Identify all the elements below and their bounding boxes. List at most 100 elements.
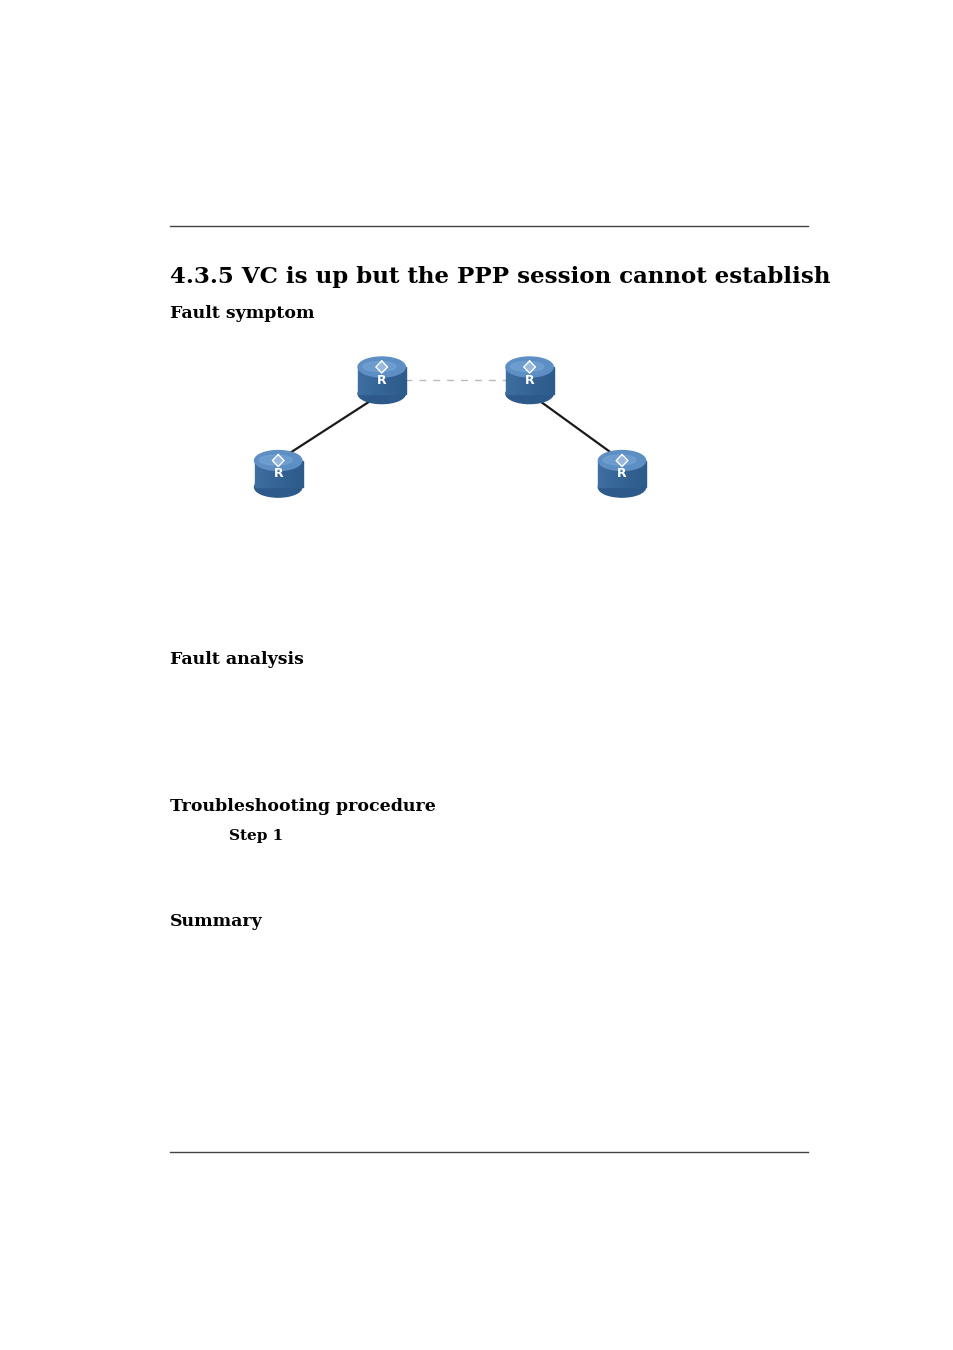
Bar <box>254 460 257 487</box>
Bar <box>508 367 511 394</box>
Bar <box>519 367 522 394</box>
Bar <box>524 367 527 394</box>
Bar <box>522 367 525 394</box>
Bar <box>375 367 377 394</box>
Bar <box>631 460 634 487</box>
Bar <box>548 367 551 394</box>
Bar <box>299 460 302 487</box>
Bar <box>397 367 401 394</box>
Bar <box>391 367 394 394</box>
Ellipse shape <box>505 383 553 404</box>
Bar <box>621 460 624 487</box>
Bar <box>610 460 613 487</box>
Bar <box>288 460 291 487</box>
Bar <box>259 460 262 487</box>
Bar <box>628 460 632 487</box>
Bar <box>357 367 361 394</box>
Bar <box>541 367 544 394</box>
Polygon shape <box>272 455 284 467</box>
Bar <box>290 460 293 487</box>
Bar <box>400 367 403 394</box>
Ellipse shape <box>357 383 405 404</box>
Bar <box>605 460 608 487</box>
Bar <box>615 460 618 487</box>
Bar <box>612 460 615 487</box>
Ellipse shape <box>602 455 636 464</box>
Ellipse shape <box>254 451 301 471</box>
Ellipse shape <box>259 455 293 464</box>
Bar <box>550 367 554 394</box>
Bar <box>376 367 379 394</box>
Bar <box>513 367 516 394</box>
Bar <box>633 460 637 487</box>
Text: R: R <box>274 467 283 481</box>
Bar <box>269 460 272 487</box>
Bar <box>256 460 260 487</box>
Bar <box>636 460 639 487</box>
Bar <box>266 460 269 487</box>
Bar <box>623 460 627 487</box>
Text: Fault analysis: Fault analysis <box>170 651 303 667</box>
Bar <box>642 460 646 487</box>
Bar <box>515 367 518 394</box>
Bar <box>294 460 297 487</box>
Bar <box>280 460 283 487</box>
Bar <box>389 367 392 394</box>
Ellipse shape <box>598 477 645 497</box>
Bar <box>394 367 396 394</box>
Bar <box>264 460 267 487</box>
Text: R: R <box>376 374 386 387</box>
Bar <box>537 367 539 394</box>
Bar <box>545 367 549 394</box>
Bar <box>395 367 398 394</box>
Ellipse shape <box>598 451 645 471</box>
Polygon shape <box>616 455 627 467</box>
Ellipse shape <box>357 356 405 377</box>
Polygon shape <box>523 360 535 373</box>
Bar <box>367 367 370 394</box>
Text: R: R <box>617 467 626 481</box>
Bar <box>538 367 541 394</box>
Bar <box>532 367 535 394</box>
Bar <box>402 367 406 394</box>
Ellipse shape <box>362 362 395 371</box>
Bar <box>285 460 288 487</box>
Bar <box>534 367 537 394</box>
Bar <box>607 460 610 487</box>
Bar <box>293 460 295 487</box>
Bar <box>381 367 384 394</box>
Bar <box>619 460 622 487</box>
Bar <box>626 460 629 487</box>
Text: Troubleshooting procedure: Troubleshooting procedure <box>170 798 435 815</box>
Bar <box>386 367 389 394</box>
Text: R: R <box>524 374 534 387</box>
Bar <box>271 460 274 487</box>
Bar <box>283 460 286 487</box>
Bar <box>598 460 600 487</box>
Text: 4.3.5 VC is up but the PPP session cannot establish: 4.3.5 VC is up but the PPP session canno… <box>170 266 829 288</box>
Ellipse shape <box>510 362 543 371</box>
Bar <box>602 460 605 487</box>
Polygon shape <box>375 360 387 373</box>
Bar <box>529 367 532 394</box>
Bar <box>274 460 276 487</box>
Bar <box>379 367 382 394</box>
Bar <box>640 460 643 487</box>
Bar <box>296 460 300 487</box>
Bar <box>510 367 514 394</box>
Bar <box>365 367 368 394</box>
Ellipse shape <box>505 356 553 377</box>
Bar <box>360 367 363 394</box>
Bar <box>384 367 387 394</box>
Bar <box>617 460 619 487</box>
Bar <box>527 367 530 394</box>
Bar <box>638 460 641 487</box>
Text: Fault symptom: Fault symptom <box>170 305 314 323</box>
Bar <box>275 460 278 487</box>
Bar <box>372 367 375 394</box>
Text: Summary: Summary <box>170 913 262 930</box>
Bar <box>370 367 373 394</box>
Bar <box>543 367 546 394</box>
Bar <box>600 460 603 487</box>
Bar <box>362 367 366 394</box>
